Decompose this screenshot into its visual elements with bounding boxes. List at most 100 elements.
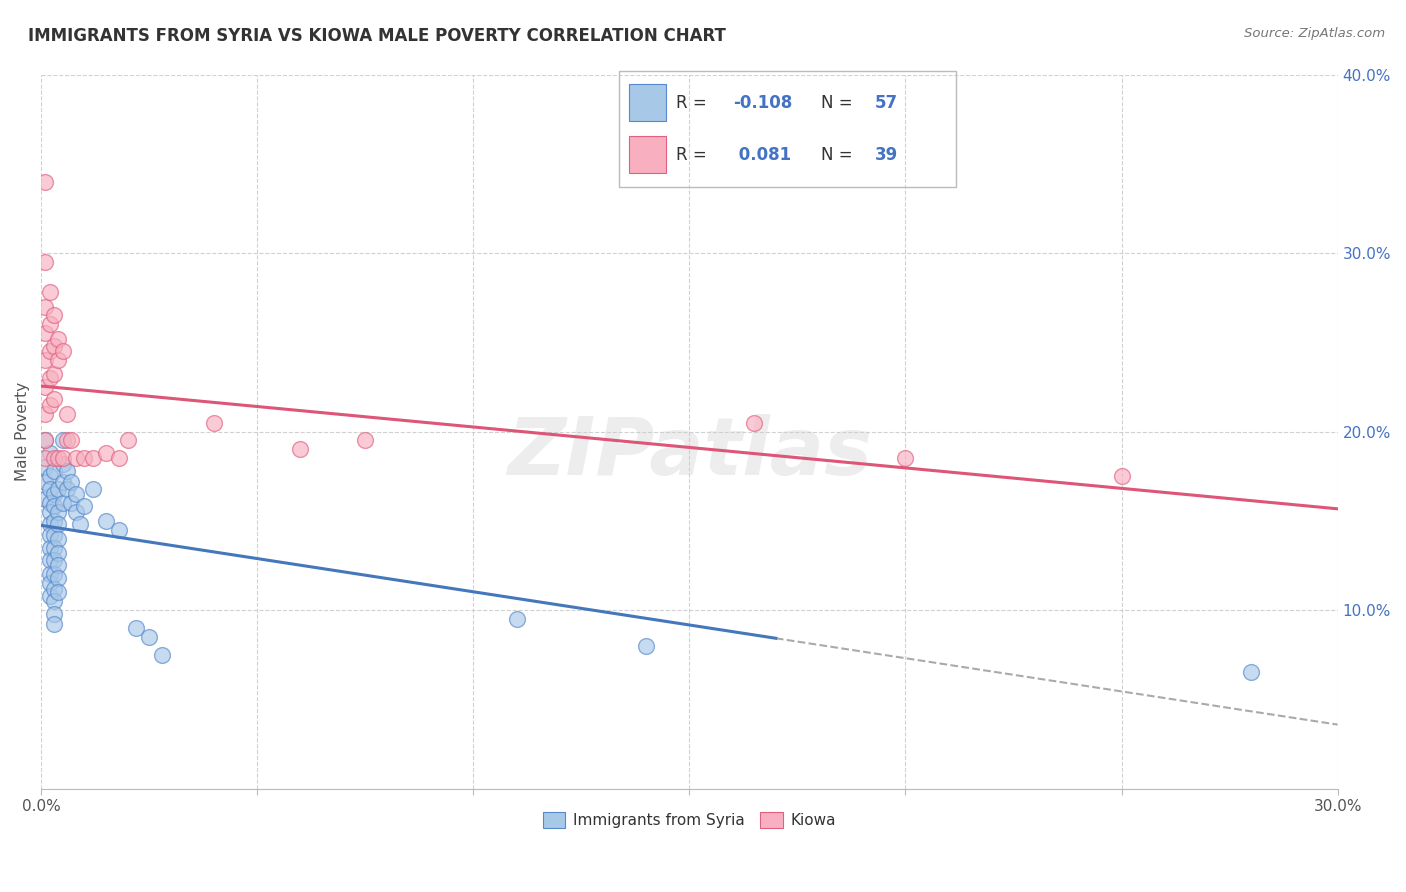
Point bbox=[34, 380, 56, 394]
FancyBboxPatch shape bbox=[628, 84, 666, 121]
Point bbox=[38, 496, 60, 510]
Text: R =: R = bbox=[676, 146, 711, 164]
Legend: Immigrants from Syria, Kiowa: Immigrants from Syria, Kiowa bbox=[537, 806, 842, 834]
Point bbox=[354, 434, 377, 448]
Text: ZIPatlas: ZIPatlas bbox=[508, 414, 872, 492]
Point bbox=[38, 318, 60, 332]
Point bbox=[38, 482, 60, 496]
Text: 0.081: 0.081 bbox=[734, 146, 792, 164]
Text: 39: 39 bbox=[875, 146, 898, 164]
Point bbox=[34, 255, 56, 269]
Point bbox=[48, 546, 70, 560]
Point bbox=[48, 571, 70, 585]
Point bbox=[69, 517, 91, 532]
Point bbox=[38, 541, 60, 555]
Point bbox=[42, 567, 65, 582]
Point bbox=[150, 648, 173, 662]
Text: N =: N = bbox=[821, 146, 858, 164]
Text: Source: ZipAtlas.com: Source: ZipAtlas.com bbox=[1244, 27, 1385, 40]
Point bbox=[38, 517, 60, 532]
Text: -0.108: -0.108 bbox=[734, 94, 793, 112]
Point bbox=[42, 368, 65, 382]
Point bbox=[60, 496, 83, 510]
Point bbox=[48, 353, 70, 368]
Point bbox=[42, 487, 65, 501]
Text: IMMIGRANTS FROM SYRIA VS KIOWA MALE POVERTY CORRELATION CHART: IMMIGRANTS FROM SYRIA VS KIOWA MALE POVE… bbox=[28, 27, 725, 45]
Point bbox=[34, 326, 56, 341]
FancyBboxPatch shape bbox=[628, 136, 666, 173]
Point bbox=[34, 460, 56, 475]
Point bbox=[42, 617, 65, 632]
Point bbox=[38, 469, 60, 483]
Point bbox=[38, 285, 60, 300]
Point bbox=[38, 567, 60, 582]
Point bbox=[73, 451, 96, 466]
Point bbox=[48, 585, 70, 599]
Point bbox=[636, 639, 658, 653]
Point bbox=[108, 523, 131, 537]
Point bbox=[42, 500, 65, 514]
Text: 57: 57 bbox=[875, 94, 898, 112]
Point bbox=[82, 482, 104, 496]
Point bbox=[60, 475, 83, 489]
Point bbox=[52, 475, 75, 489]
Point bbox=[38, 398, 60, 412]
Point bbox=[38, 576, 60, 591]
Point bbox=[73, 500, 96, 514]
Point bbox=[38, 528, 60, 542]
Point bbox=[94, 446, 117, 460]
Point bbox=[34, 353, 56, 368]
Point bbox=[52, 451, 75, 466]
Point bbox=[125, 621, 148, 635]
Y-axis label: Male Poverty: Male Poverty bbox=[15, 382, 30, 481]
Point bbox=[42, 607, 65, 621]
Point bbox=[56, 464, 79, 478]
Point bbox=[34, 434, 56, 448]
Point bbox=[48, 332, 70, 346]
Point bbox=[65, 505, 87, 519]
Point bbox=[117, 434, 139, 448]
Point bbox=[42, 464, 65, 478]
Point bbox=[48, 482, 70, 496]
Point bbox=[82, 451, 104, 466]
Point bbox=[52, 434, 75, 448]
Point bbox=[742, 416, 765, 430]
Point bbox=[48, 558, 70, 573]
Point bbox=[290, 442, 312, 457]
Point bbox=[48, 517, 70, 532]
Point bbox=[52, 457, 75, 471]
Point bbox=[34, 475, 56, 489]
Point bbox=[505, 612, 527, 626]
Point bbox=[42, 594, 65, 608]
Point bbox=[42, 514, 65, 528]
Point bbox=[42, 392, 65, 407]
Point bbox=[48, 505, 70, 519]
Point bbox=[42, 309, 65, 323]
Point bbox=[56, 482, 79, 496]
Point bbox=[202, 416, 225, 430]
Point bbox=[38, 589, 60, 603]
Point bbox=[48, 532, 70, 546]
Point bbox=[34, 434, 56, 448]
Point bbox=[894, 451, 917, 466]
Point bbox=[42, 528, 65, 542]
Point bbox=[34, 175, 56, 189]
Point bbox=[65, 451, 87, 466]
Point bbox=[65, 487, 87, 501]
Point bbox=[42, 451, 65, 466]
Point bbox=[52, 496, 75, 510]
Point bbox=[48, 451, 70, 466]
Point bbox=[1240, 665, 1263, 680]
Point bbox=[52, 344, 75, 359]
Point bbox=[56, 407, 79, 421]
Point bbox=[38, 553, 60, 567]
Point bbox=[42, 553, 65, 567]
Point bbox=[60, 434, 83, 448]
Point bbox=[1111, 469, 1133, 483]
Point bbox=[42, 339, 65, 353]
Text: N =: N = bbox=[821, 94, 858, 112]
Point bbox=[38, 371, 60, 385]
Point bbox=[34, 407, 56, 421]
Point bbox=[56, 434, 79, 448]
Text: R =: R = bbox=[676, 94, 711, 112]
